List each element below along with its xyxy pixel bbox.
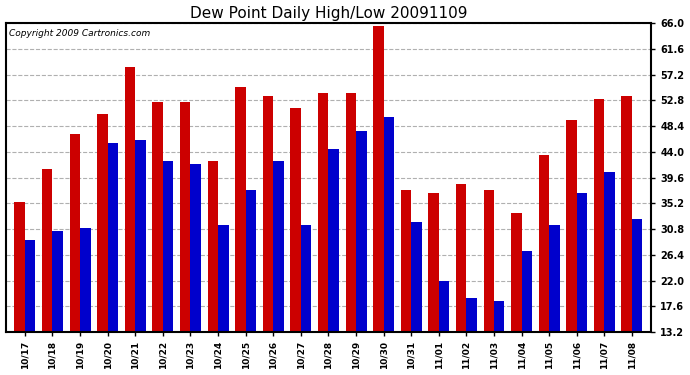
Bar <box>346 93 356 375</box>
Bar <box>522 251 532 375</box>
Bar <box>373 26 384 375</box>
Bar <box>594 99 604 375</box>
Bar <box>622 96 632 375</box>
Bar <box>466 298 477 375</box>
Bar <box>511 213 522 375</box>
Bar <box>125 67 135 375</box>
Bar <box>235 87 246 375</box>
Bar <box>428 193 439 375</box>
Bar <box>301 225 311 375</box>
Bar <box>14 202 25 375</box>
Bar <box>401 190 411 375</box>
Bar <box>577 193 587 375</box>
Bar <box>42 170 52 375</box>
Bar <box>108 143 118 375</box>
Bar <box>180 102 190 375</box>
Bar <box>484 190 494 375</box>
Bar <box>632 219 642 375</box>
Bar <box>290 108 301 375</box>
Bar <box>439 280 449 375</box>
Text: Copyright 2009 Cartronics.com: Copyright 2009 Cartronics.com <box>9 29 150 38</box>
Bar <box>456 184 466 375</box>
Bar <box>318 93 328 375</box>
Bar <box>273 160 284 375</box>
Bar <box>604 172 615 375</box>
Bar <box>135 140 146 375</box>
Bar <box>190 164 201 375</box>
Title: Dew Point Daily High/Low 20091109: Dew Point Daily High/Low 20091109 <box>190 6 467 21</box>
Bar <box>70 134 80 375</box>
Bar <box>246 190 256 375</box>
Bar <box>539 155 549 375</box>
Bar <box>411 222 422 375</box>
Bar <box>163 160 173 375</box>
Bar <box>494 301 504 375</box>
Bar <box>97 114 108 375</box>
Bar <box>52 231 63 375</box>
Bar <box>263 96 273 375</box>
Bar <box>25 240 35 375</box>
Bar <box>218 225 228 375</box>
Bar <box>356 131 366 375</box>
Bar <box>152 102 163 375</box>
Bar <box>384 117 394 375</box>
Bar <box>80 228 90 375</box>
Bar <box>208 160 218 375</box>
Bar <box>566 120 577 375</box>
Bar <box>549 225 560 375</box>
Bar <box>328 149 339 375</box>
